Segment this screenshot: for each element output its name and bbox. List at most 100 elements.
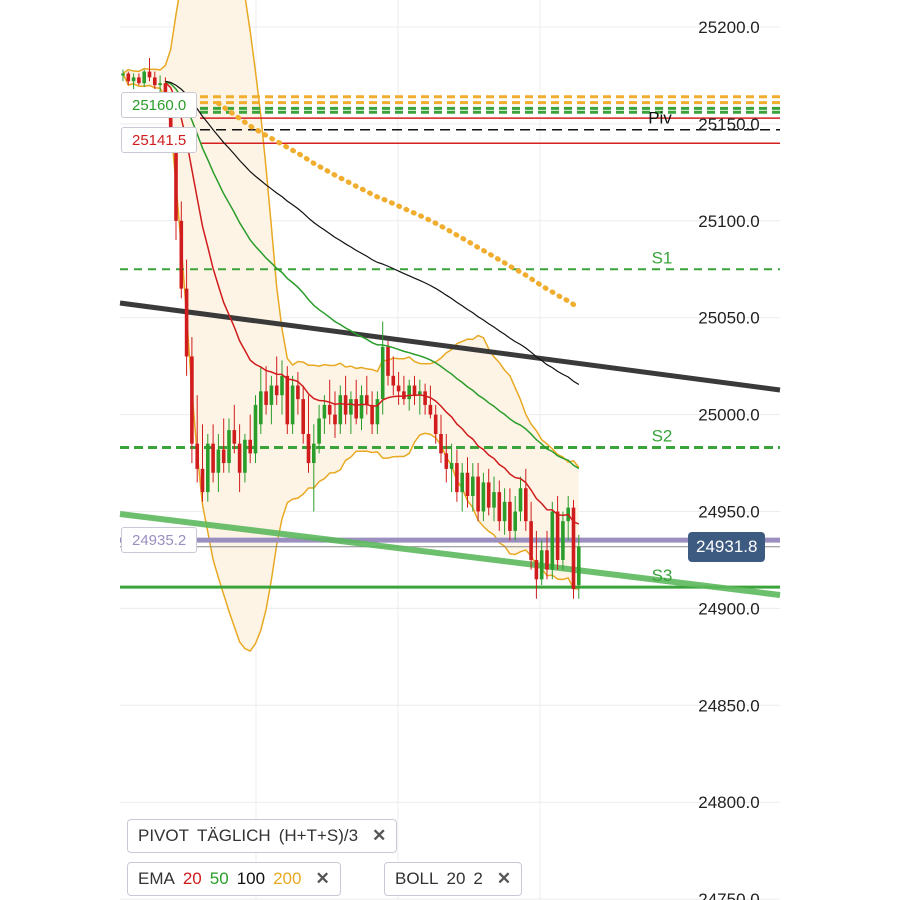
- y-tick-label: 25100.0: [698, 212, 759, 231]
- candle-body: [142, 71, 146, 84]
- pivot-label-s2: S2: [652, 427, 673, 446]
- ema-200-line: [215, 100, 582, 311]
- candle-body: [296, 385, 300, 400]
- close-icon[interactable]: ✕: [315, 869, 330, 888]
- candle-body: [158, 83, 162, 86]
- pivot-legend-name: PIVOT: [138, 826, 190, 845]
- boll-legend-name: BOLL: [395, 869, 439, 888]
- candle-body: [131, 77, 136, 82]
- ema-legend-name: EMA: [138, 869, 175, 888]
- candle-body: [322, 404, 327, 419]
- bollinger-upper: [122, 0, 580, 468]
- candle-body: [317, 418, 321, 444]
- candle-body: [577, 546, 581, 586]
- candle-body: [306, 433, 311, 464]
- pivot-label-s3: S3: [652, 566, 673, 585]
- pivot-legend-period: TÄGLICH: [197, 826, 271, 845]
- candle-body: [396, 385, 401, 392]
- ema-20-line: [164, 81, 580, 525]
- y-tick-label: 24950.0: [698, 503, 759, 522]
- candle-body: [391, 375, 396, 386]
- candle-body: [550, 511, 555, 570]
- y-tick-label: 24750.0: [698, 890, 759, 900]
- candle-body: [486, 482, 491, 508]
- candle-body: [274, 385, 279, 396]
- candle-body: [444, 453, 449, 469]
- candle-body: [216, 449, 221, 473]
- candle-body: [206, 443, 210, 493]
- candle-body: [508, 501, 512, 531]
- candle-body: [407, 385, 411, 400]
- candle-body: [476, 476, 480, 512]
- candle-body: [174, 139, 178, 221]
- candle-body: [264, 391, 268, 405]
- candle-body: [497, 492, 502, 522]
- candle-body: [534, 559, 539, 580]
- ema-legend-period-20: 20: [182, 869, 202, 888]
- y-tick-label: 25000.0: [698, 406, 759, 425]
- candle-body: [338, 395, 343, 425]
- candle-body: [455, 463, 459, 493]
- candle-body: [200, 468, 205, 493]
- candle-body: [561, 521, 565, 560]
- close-icon[interactable]: ✕: [372, 826, 387, 845]
- ema-legend[interactable]: EMA 20 50 100 200 ✕: [127, 862, 341, 896]
- candle-body: [380, 346, 385, 400]
- price-tag: 24935.2: [121, 527, 198, 554]
- y-tick-label: 25200.0: [698, 18, 759, 37]
- bollinger-lower: [122, 73, 579, 652]
- ema-lines: [164, 80, 582, 525]
- candle-body: [449, 463, 454, 469]
- candle-body: [126, 73, 131, 82]
- boll-legend-stddev: 2: [473, 869, 483, 888]
- candle-body: [529, 521, 533, 560]
- candle-body: [301, 399, 305, 434]
- candle-body: [237, 443, 242, 473]
- price-tag: 25141.5: [121, 127, 198, 154]
- candle-body: [386, 346, 390, 376]
- current-price-tag: 24931.8: [688, 531, 766, 562]
- candle-body: [481, 482, 486, 512]
- ema-legend-period-200: 200: [273, 869, 302, 888]
- candle-body: [184, 288, 189, 357]
- candle-body: [153, 77, 157, 86]
- boll-legend[interactable]: BOLL 20 2 ✕: [384, 862, 523, 896]
- candle-body: [518, 488, 523, 512]
- horizontal-levels: [120, 95, 780, 589]
- close-icon[interactable]: ✕: [496, 869, 512, 888]
- y-axis: 25200.0 25150.0 25100.0 25050.0 25000.0 24950…: [698, 18, 759, 900]
- candle-body: [290, 385, 295, 425]
- candle-body: [555, 511, 560, 560]
- trend-line-green: [119, 511, 781, 598]
- candle-body: [179, 220, 184, 289]
- candle-body: [402, 391, 406, 400]
- candle-body: [285, 375, 290, 425]
- ema-legend-period-100: 100: [236, 869, 266, 888]
- candle-body: [428, 404, 433, 415]
- candlesticks: [121, 58, 581, 599]
- candle-body: [253, 404, 258, 454]
- candle-body: [221, 449, 226, 464]
- candle-body: [227, 430, 231, 464]
- candle-body: [524, 488, 528, 522]
- pivot-legend[interactable]: PIVOT TÄGLICH (H+T+S)/3 ✕: [127, 819, 398, 853]
- candle-body: [439, 433, 443, 454]
- candle-body: [137, 77, 141, 84]
- candle-body: [375, 399, 380, 425]
- candle-body: [465, 472, 470, 496]
- candle-body: [243, 439, 247, 473]
- boll-legend-period: 20: [446, 869, 466, 888]
- candle-body: [354, 399, 358, 419]
- candle-body: [418, 391, 422, 396]
- candle-body: [571, 507, 576, 590]
- candle-body: [423, 391, 427, 405]
- y-tick-label: 24800.0: [698, 793, 759, 812]
- candle-body: [248, 439, 252, 454]
- bollinger-bands: [122, 0, 580, 652]
- price-tag: 25160.0: [121, 91, 198, 118]
- candle-body: [168, 100, 173, 140]
- pivot-labels: Piv S1 S2 S3: [648, 109, 672, 585]
- y-tick-label: 24900.0: [698, 599, 759, 618]
- candle-body: [121, 73, 125, 76]
